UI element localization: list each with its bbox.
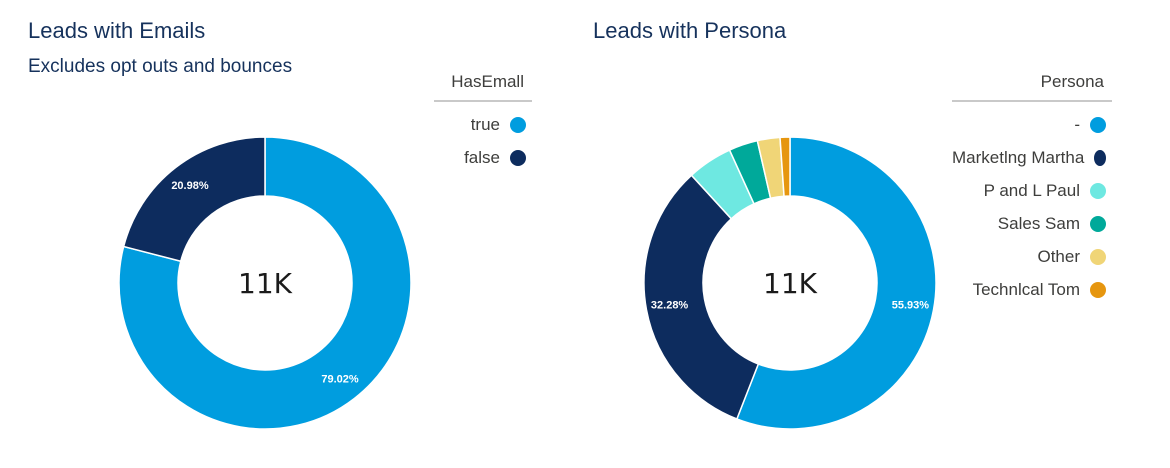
legend-label: false [464, 147, 500, 167]
legend-swatch-icon [1090, 281, 1106, 298]
donut-slice[interactable] [118, 136, 412, 430]
slice-data-label: 32.28% [651, 299, 689, 311]
legend-label: Other [1037, 246, 1080, 266]
legend-item[interactable]: - [952, 108, 1112, 141]
legend-label: - [1074, 114, 1080, 134]
legend-swatch-icon [1090, 182, 1106, 199]
legend-item[interactable]: true [434, 108, 532, 141]
chart-legend: Persona - Marketlng Martha P and L Paul Sal… [952, 68, 1112, 306]
legend-items: - Marketlng Martha P and L Paul Sales Sam Ot… [952, 108, 1112, 306]
donut-center-total: 11K [763, 267, 818, 300]
chart-legend: HasEmall true false [434, 68, 532, 174]
legend-item[interactable]: Marketlng Martha [952, 141, 1112, 174]
legend-item[interactable]: P and L Paul [952, 174, 1112, 207]
legend-label: Technlcal Tom [972, 279, 1080, 299]
donut-slice[interactable] [122, 136, 266, 263]
legend-swatch-icon [1090, 116, 1106, 133]
legend-item[interactable]: Technlcal Tom [952, 273, 1112, 306]
donut-slice[interactable] [643, 174, 760, 420]
donut-chart: 55.93% 32.28% 11K [643, 136, 937, 430]
chart-panel-persona: Leads with Persona Persona - Marketlng Ma… [580, 0, 1170, 468]
donut-slice[interactable] [779, 136, 791, 198]
legend-swatch-icon [1094, 149, 1106, 166]
legend-items: true false [434, 108, 532, 174]
legend-label: Sales Sam [997, 213, 1080, 233]
slice-data-label: 55.93% [892, 300, 930, 312]
legend-label: Marketlng Martha [952, 147, 1085, 167]
legend-title: HasEmall [434, 68, 532, 102]
legend-item[interactable]: false [434, 141, 532, 174]
legend-label: P and L Paul [983, 180, 1080, 200]
chart-title: Leads with Emails [28, 18, 206, 43]
legend-title: Persona [952, 68, 1112, 102]
legend-swatch-icon [510, 116, 526, 133]
chart-subtitle: Excludes opt outs and bounces [28, 56, 293, 77]
slice-data-label: 20.98% [171, 180, 209, 192]
donut-slice[interactable] [735, 136, 937, 430]
donut-center-total: 11K [238, 267, 293, 300]
chart-title: Leads with Persona [593, 18, 787, 43]
legend-swatch-icon [510, 149, 526, 166]
legend-label: true [470, 114, 500, 134]
legend-item[interactable]: Other [952, 240, 1112, 273]
chart-panel-emails: Leads with Emails Excludes opt outs and … [0, 0, 560, 468]
legend-item[interactable]: Sales Sam [952, 207, 1112, 240]
legend-swatch-icon [1090, 215, 1106, 232]
slice-data-label: 79.02% [321, 374, 359, 386]
legend-swatch-icon [1090, 248, 1106, 265]
donut-chart: 79.02% 20.98% 11K [118, 136, 412, 430]
